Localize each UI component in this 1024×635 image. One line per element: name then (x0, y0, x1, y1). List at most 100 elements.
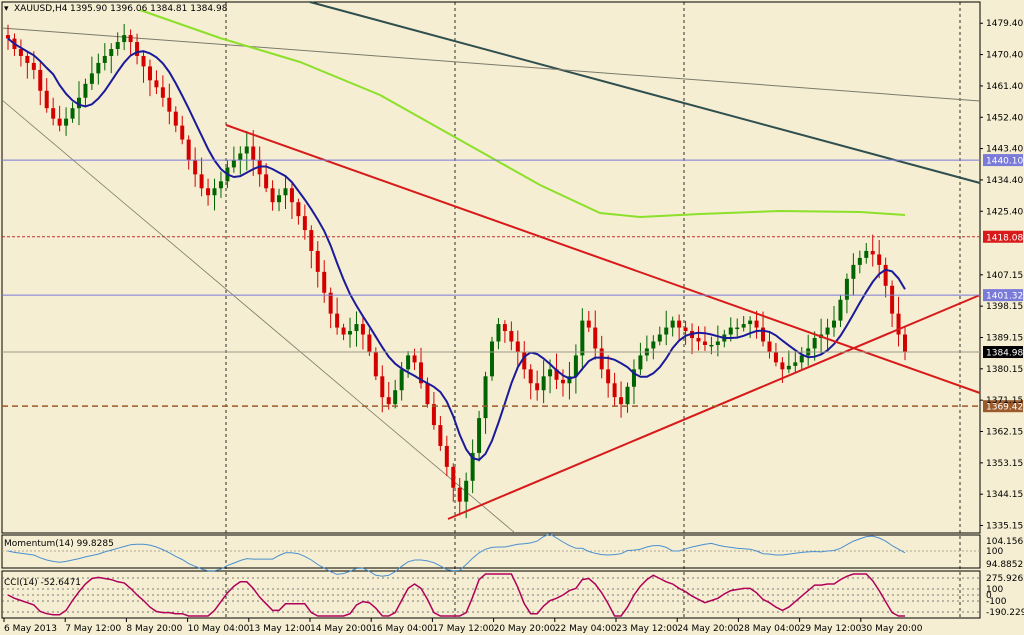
ohlc-label: 1395.90 1396.06 1384.81 1384.98 (70, 4, 228, 14)
candle-body (44, 90, 49, 109)
axis-tick-label: 1425.40 (986, 207, 1023, 217)
candle-body (683, 327, 688, 332)
candle-body (464, 480, 469, 502)
candle-body (799, 355, 804, 363)
cci-tick: -100 (986, 597, 1007, 607)
axis-tick-label: 1452.40 (986, 113, 1023, 123)
candle-body (270, 188, 275, 203)
momentum-label: Momentum(14) 99.8285 (4, 539, 114, 549)
candle-body (554, 369, 559, 380)
cci-line (7, 573, 905, 617)
candle-body (289, 188, 294, 203)
candle-body (877, 254, 882, 265)
candle-body (741, 324, 746, 328)
candle-body (444, 445, 449, 467)
candle-body (341, 327, 346, 335)
candle-body (193, 160, 198, 175)
candle-body (677, 320, 682, 328)
time-tick-label: 28 May 04:00 (738, 624, 800, 634)
candle-body (535, 383, 540, 391)
candle-body (354, 324, 359, 332)
candle-body (31, 62, 36, 70)
candle-body (864, 250, 869, 258)
axis-tick-label: 1344.15 (986, 490, 1023, 500)
candle-body (612, 383, 617, 398)
candle-body (838, 299, 843, 321)
candle-body (438, 425, 443, 446)
candle-body (57, 118, 62, 126)
momentum-tick: 94.8852 (986, 560, 1023, 570)
candle-body (522, 351, 527, 370)
momentum-panel: 104.1567100 94.8852 (2, 533, 1024, 577)
momentum-line (7, 533, 906, 577)
candle-body (296, 202, 301, 217)
candle-body (832, 320, 837, 328)
candle-body (470, 452, 475, 481)
level-tag: 1401.32 (986, 292, 1023, 302)
candle-body (406, 355, 411, 370)
candle-body (154, 80, 159, 88)
candle-body (638, 355, 643, 370)
candle-body (851, 264, 856, 279)
candle-body (128, 35, 133, 43)
candle-body (754, 320, 759, 328)
candle-body (147, 66, 152, 81)
price-levels (2, 159, 980, 407)
candle-body (102, 55, 107, 63)
time-tick-label: 29 May 12:00 (800, 624, 862, 634)
cci-tick: 275.9262 (986, 574, 1024, 584)
time-tick-label: 22 May 04:00 (555, 624, 617, 634)
candle-body (573, 355, 578, 377)
candle-body (548, 369, 553, 377)
candle-body (160, 87, 165, 98)
candle-body (141, 55, 146, 67)
candle-body (173, 111, 178, 126)
candle-body (844, 278, 849, 300)
candle-body (580, 320, 585, 356)
candle-body (335, 313, 340, 328)
level-tag-bg (983, 346, 1023, 359)
axis-tick-label: 1389.15 (986, 333, 1023, 343)
candle-body (6, 35, 10, 39)
candle-body (560, 379, 565, 384)
time-tick-label: 14 May 20:00 (310, 624, 372, 634)
candle-body (515, 341, 520, 352)
trendlines[interactable] (225, 124, 981, 520)
candle-body (567, 376, 572, 384)
candle-body (709, 344, 714, 347)
axis-tick-label: 1362.15 (986, 428, 1023, 438)
candle-body (386, 397, 391, 405)
candle-body (18, 49, 23, 56)
candle-body (348, 331, 353, 335)
header-arrow-icon[interactable]: ▾ (4, 4, 9, 14)
candle-body (496, 324, 501, 342)
main-panel-border (1, 1, 981, 534)
candle-body (457, 487, 462, 502)
slow-moving-average (139, 9, 906, 219)
axis-tick-label: 1353.15 (986, 459, 1023, 469)
cci-panel: 275.92621000-100-190.2299 (2, 573, 1024, 618)
candle-body (715, 341, 720, 345)
candle-body (489, 341, 494, 377)
candle-body (625, 386, 630, 405)
level-tag-bg (983, 230, 1023, 243)
momentum-tick: 104.1567 (986, 537, 1024, 547)
candle-body (212, 188, 217, 196)
candle-body (231, 160, 236, 168)
candle-body (599, 348, 604, 370)
axis-tick-label: 1461.40 (986, 82, 1023, 92)
candle-body (238, 153, 243, 161)
candle-body (393, 390, 398, 405)
candle-body (431, 404, 436, 426)
candle-body (767, 341, 772, 352)
time-tick-label: 16 May 04:00 (371, 624, 433, 634)
candle-body (367, 334, 372, 352)
candle-body (373, 351, 378, 377)
candle-body (64, 118, 69, 126)
candle-body (302, 216, 307, 231)
candle-body (380, 376, 385, 398)
grid (1, 1, 981, 619)
candle-body (702, 341, 707, 345)
axis-tick-label: 1398.15 (986, 302, 1023, 312)
